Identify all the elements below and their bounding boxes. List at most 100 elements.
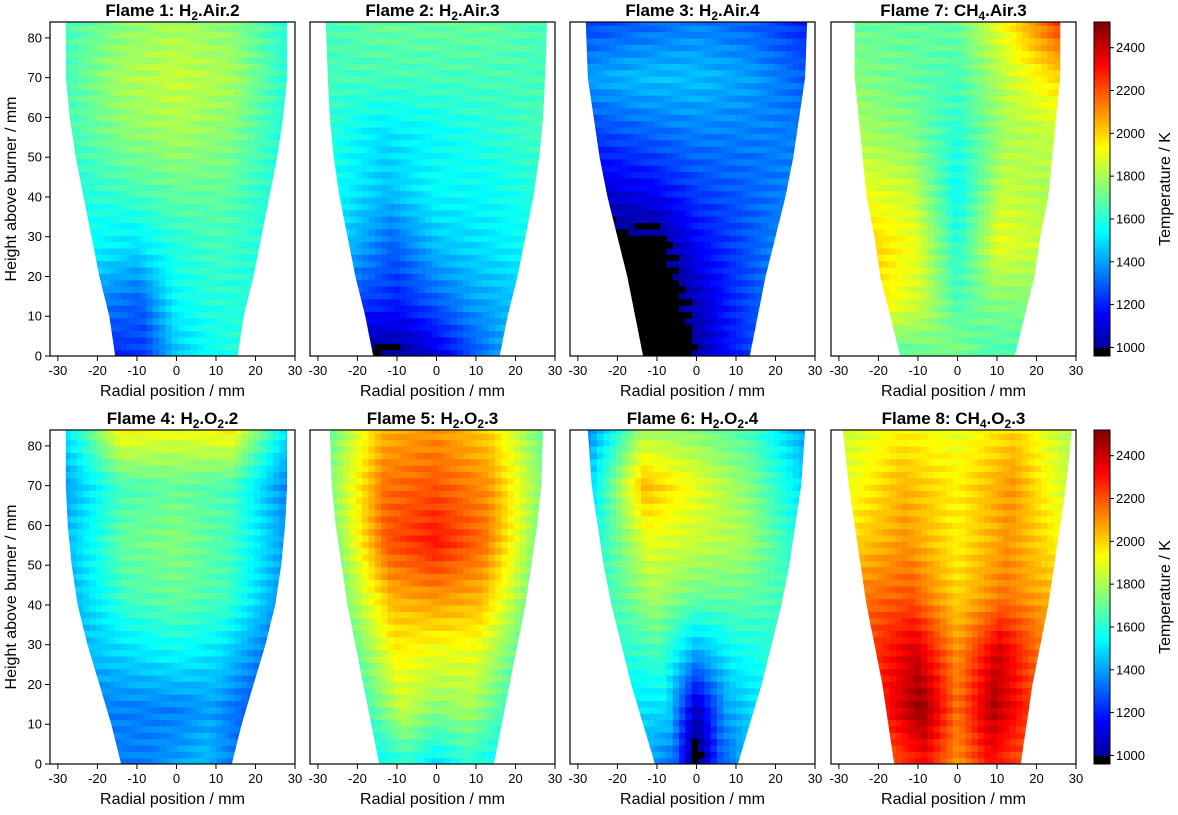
heatmap-cell [507,22,515,26]
heatmap-cell [368,82,376,90]
heatmap-cell [260,171,268,179]
heatmap-cell [178,76,185,84]
heatmap-cell [609,126,617,134]
heatmap-cell [272,22,280,26]
heatmap-cell [349,184,357,192]
heatmap-cell [121,330,129,338]
heatmap-cell [247,37,255,45]
heatmap-cell [717,203,724,211]
heatmap-cell [140,158,148,166]
heatmap-cell [412,139,420,147]
heatmap-cell [507,171,515,179]
heatmap-cell [431,203,439,211]
heatmap-cell [241,311,249,319]
heatmap-cell [368,37,376,45]
heatmap-cell [698,126,705,134]
heatmap-cell [76,37,84,45]
heatmap-cell [127,88,135,96]
heatmap-cell [146,343,154,351]
heatmap-cell [672,82,680,90]
heatmap-cell [513,203,521,211]
heatmap-cell [184,126,192,134]
heatmap-cell [672,171,680,179]
heatmap-cell [197,298,204,306]
heatmap-cell [698,133,705,141]
heatmap-cell [754,31,762,39]
heatmap-cell [127,31,135,39]
heatmap-cell [178,273,185,281]
heatmap-cell [203,203,211,211]
heatmap-cell [698,260,705,268]
heatmap-cell [438,95,445,103]
heatmap-cell [647,171,655,179]
heatmap-cell [425,133,433,141]
heatmap-cell [431,286,439,293]
heatmap-cell [171,343,179,351]
heatmap-cell [146,216,154,223]
heatmap-cell [121,235,129,243]
heatmap-cell [178,228,185,236]
heatmap-cell [209,158,217,166]
heatmap-cell [58,25,65,32]
heatmap-cell [102,311,110,319]
heatmap-cell [723,298,731,306]
heatmap-cell [742,31,750,39]
heatmap-cell [792,63,800,71]
heatmap-cell [355,222,363,230]
heatmap-cell [279,25,287,33]
heatmap-cell [457,279,464,287]
heatmap-cell [95,286,103,293]
heatmap-cell [215,177,223,185]
heatmap-cell [450,298,458,306]
heatmap-cell [585,114,592,122]
heatmap-cell [285,107,288,115]
heatmap-cell [792,25,800,33]
heatmap-cell [723,50,731,58]
heatmap-cell [349,126,357,134]
heatmap-cell [393,95,401,103]
heatmap-cell [140,37,148,45]
heatmap-cell [754,266,762,274]
heatmap-cell [197,50,204,58]
heatmap-cell [590,126,598,134]
heatmap-cell [152,146,160,154]
heatmap-cell [121,22,129,26]
heatmap-cell [438,235,445,243]
heatmap-cell [628,216,636,223]
heatmap-cell [406,114,414,122]
heatmap-cell [95,177,103,185]
heatmap-cell [184,349,192,356]
heatmap-cell [679,95,686,103]
heatmap-cell [735,349,743,356]
heatmap-cell [488,37,496,45]
heatmap-cell [501,44,509,52]
heatmap-cell [400,273,408,281]
heatmap-cell [735,120,743,128]
heatmap-cell [330,101,338,109]
heatmap-cell [482,22,490,26]
heatmap-cell [362,311,370,319]
x-axis-label: Radial position / mm [360,383,505,400]
heatmap-cell [742,152,750,160]
heatmap-cell [387,165,395,173]
heatmap-cell [234,228,242,236]
heatmap-cell [717,241,724,249]
heatmap-cell [431,196,439,204]
heatmap-cell [520,76,528,84]
heatmap-cell [121,165,129,173]
heatmap-cell [754,260,762,268]
heatmap-cell [475,336,483,344]
heatmap-cell [146,44,154,52]
heatmap-cell [634,247,642,255]
heatmap-cell [400,343,408,351]
heatmap-cell [622,292,630,300]
heatmap-cell [469,222,477,230]
heatmap-cell [507,88,515,96]
heatmap-cell [114,336,122,344]
heatmap-cell [698,56,705,64]
heatmap-cell [520,222,528,230]
heatmap-cell [184,133,192,141]
heatmap-cell [748,101,756,109]
heatmap-cell [698,44,705,52]
heatmap-cell [393,196,401,204]
